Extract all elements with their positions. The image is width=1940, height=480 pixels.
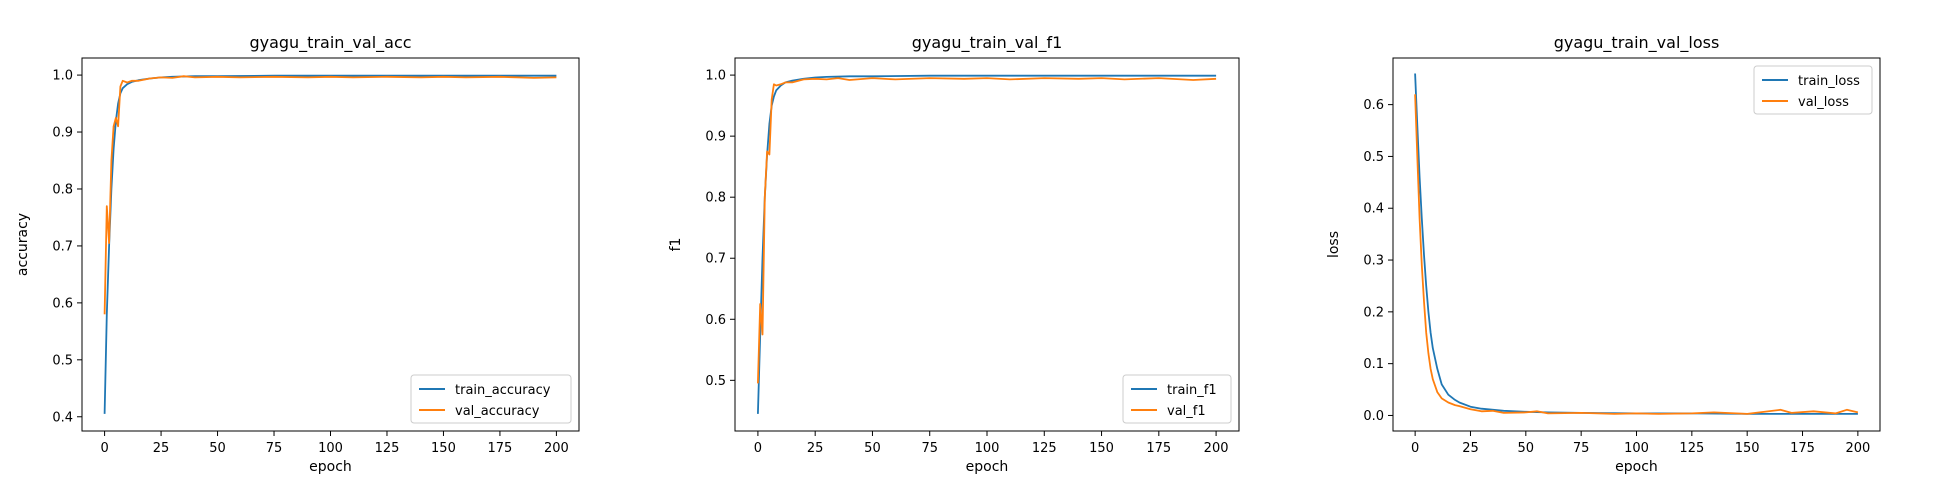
y-tick-label: 0.3 [1363, 254, 1384, 269]
y-tick-label: 0.5 [1363, 150, 1384, 165]
x-tick-label: 75 [1573, 441, 1590, 456]
x-tick-label: 125 [1032, 441, 1057, 456]
legend: train_accuracy val_accuracy [410, 374, 572, 424]
y-tick-label: 0.8 [705, 191, 726, 206]
y-tick-label: 0.9 [705, 130, 726, 145]
x-axis-label: epoch [309, 459, 352, 475]
x-tick-label: 25 [1462, 441, 1479, 456]
x-tick-label: 25 [807, 441, 824, 456]
x-tick-label: 200 [1845, 441, 1870, 456]
x-tick-label: 175 [488, 441, 513, 456]
legend-label: val_loss [1798, 95, 1849, 110]
y-tick-label: 0.7 [705, 252, 726, 267]
legend: train_loss val_loss [1753, 65, 1873, 115]
series-line-val-f1 [757, 77, 1217, 384]
series-line-train-f1 [757, 74, 1217, 414]
x-tick-label: 200 [544, 441, 569, 456]
x-tick-label: 100 [1624, 441, 1649, 456]
x-tick-label: 150 [1089, 441, 1114, 456]
chart-3: gyagu_train_val_loss 0 25 50 75 100 125 150 175 2… [1326, 33, 1881, 475]
legend: train_f1 val_f1 [1122, 374, 1232, 424]
chart-1: gyagu_train_val_acc 0 25 50 75 100 125 150 175 20… [15, 33, 580, 475]
x-axis-label: epoch [966, 459, 1009, 475]
chart-2: gyagu_train_val_f1 0 25 50 75 100 125 150 175 200… [668, 33, 1240, 475]
y-tick-label: 0.9 [52, 126, 73, 141]
y-axis-label: f1 [668, 238, 684, 252]
x-tick-label: 75 [921, 441, 938, 456]
y-tick-label: 0.6 [52, 296, 73, 311]
y-tick-label: 0.6 [705, 313, 726, 328]
x-tick-label: 50 [864, 441, 881, 456]
x-tick-label: 0 [1411, 441, 1419, 456]
legend-label: train_loss [1798, 74, 1860, 89]
series-line-val-accuracy [103, 75, 557, 315]
y-tick-label: 0.5 [705, 374, 726, 389]
y-axis-label: loss [1326, 231, 1342, 258]
series-line-train-accuracy [103, 74, 557, 414]
x-tick-label: 50 [1518, 441, 1535, 456]
y-tick-label: 0.6 [1363, 98, 1384, 113]
y-tick-label: 0.4 [1363, 202, 1384, 217]
x-tick-label: 0 [100, 441, 108, 456]
y-tick-label: 0.5 [52, 353, 73, 368]
x-tick-label: 200 [1204, 441, 1229, 456]
legend-label: val_accuracy [455, 404, 540, 419]
x-tick-label: 150 [431, 441, 456, 456]
y-tick-label: 0.1 [1363, 357, 1384, 372]
y-axis-label: accuracy [15, 213, 31, 276]
x-tick-label: 50 [209, 441, 226, 456]
legend-label: train_f1 [1167, 383, 1217, 398]
y-tick-label: 0.8 [52, 182, 73, 197]
x-tick-label: 100 [975, 441, 1000, 456]
chart-title: gyagu_train_val_acc [249, 33, 411, 53]
x-tick-label: 125 [375, 441, 400, 456]
chart-title: gyagu_train_val_loss [1554, 33, 1720, 53]
x-axis-label: epoch [1615, 459, 1658, 475]
y-tick-label: 0.0 [1363, 409, 1384, 424]
y-tick-label: 0.2 [1363, 305, 1384, 320]
x-tick-label: 175 [1790, 441, 1815, 456]
legend-box [410, 374, 572, 424]
legend-label: val_f1 [1167, 404, 1206, 419]
x-tick-label: 125 [1679, 441, 1704, 456]
y-tick-label: 1.0 [705, 69, 726, 84]
x-tick-label: 150 [1735, 441, 1760, 456]
x-tick-label: 0 [754, 441, 762, 456]
y-tick-label: 1.0 [52, 69, 73, 84]
x-tick-label: 100 [318, 441, 343, 456]
y-tick-label: 0.4 [52, 410, 73, 425]
series-line-train-loss [1414, 73, 1858, 415]
series-line-val-loss [1414, 94, 1859, 415]
chart-title: gyagu_train_val_f1 [912, 33, 1063, 53]
legend-label: train_accuracy [455, 383, 551, 398]
x-tick-label: 25 [153, 441, 170, 456]
y-tick-label: 0.7 [52, 239, 73, 254]
x-tick-label: 75 [266, 441, 283, 456]
x-tick-label: 175 [1146, 441, 1171, 456]
